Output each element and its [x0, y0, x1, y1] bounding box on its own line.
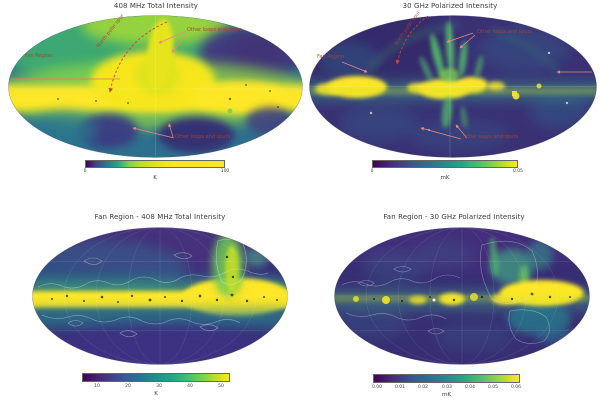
- panel-title-fan-30ghz: Fan Region - 30 GHz Polarized Intensity: [383, 213, 525, 221]
- panel-title-fan-408mhz: Fan Region - 408 MHz Total Intensity: [94, 213, 226, 221]
- panel-title-408mhz: 408 MHz Total Intensity: [113, 2, 199, 10]
- colorbar-tick: 0.05: [512, 169, 524, 174]
- colorbar-tick: 20: [125, 384, 131, 389]
- annotation-other-loops-bottom-408: Other loops and spurs: [175, 134, 231, 140]
- graticule: [334, 227, 590, 365]
- colorbar-unit-fan-30ghz: mK: [442, 392, 451, 398]
- colorbar-tick: 100: [220, 169, 230, 174]
- colorbar-unit-408mhz: K: [153, 175, 157, 181]
- colorbar-unit-30ghz: mK: [440, 175, 450, 181]
- colorbar-tick: 0.05: [487, 385, 499, 390]
- colorbar-408mhz: [85, 160, 225, 168]
- sky-map-408mhz: [8, 15, 303, 158]
- colorbar-tick: 0.02: [417, 385, 429, 390]
- colorbar-tick: 40: [187, 384, 193, 389]
- sky-map-30ghz: [309, 15, 597, 158]
- colorbar-tick: 0: [370, 169, 374, 174]
- sky-map-fan-30ghz: [334, 227, 590, 365]
- annotation-other-loops-top-408: Other loops and spurs: [187, 27, 243, 33]
- colorbar-tick: 30: [156, 384, 162, 389]
- colorbar-fan-408mhz: [82, 373, 230, 382]
- contour-lines: [341, 240, 550, 344]
- annotation-other-loops-top-30: Other loops and spurs: [477, 29, 533, 35]
- colorbar-tick: 0.03: [441, 385, 453, 390]
- colorbar-tick: 0.06: [510, 385, 522, 390]
- colorbar-tick: 50: [218, 384, 224, 389]
- panel-title-30ghz: 30 GHz Polarized Intensity: [402, 2, 498, 10]
- colorbar-tick: 10: [94, 384, 100, 389]
- annotation-fan-region-408: Fan Region: [25, 53, 53, 59]
- colorbar-tick: 0.04: [464, 385, 476, 390]
- annotation-other-loops-bottom-30: Other loops and spurs: [463, 134, 519, 140]
- colorbar-tick: 0.00: [371, 385, 383, 390]
- colorbar-tick: 0.01: [394, 385, 406, 390]
- sky-map-fan-408mhz: [32, 227, 288, 365]
- graticule: [32, 227, 288, 365]
- annotation-fan-region-30: Fan Region: [317, 54, 345, 60]
- colorbar-unit-fan-408mhz: K: [154, 391, 158, 397]
- colorbar-fan-30ghz: [373, 374, 520, 383]
- colorbar-tick: 0: [83, 169, 87, 174]
- colorbar-30ghz: [372, 160, 518, 168]
